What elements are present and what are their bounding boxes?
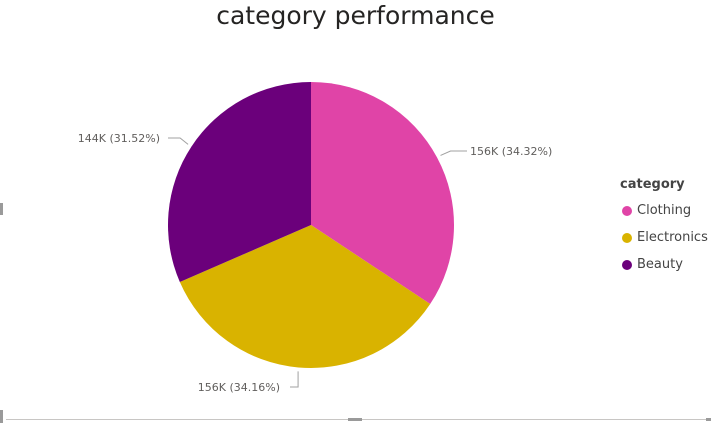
pie-slice-beauty[interactable] [168,82,311,282]
chart-title: category performance [216,1,495,30]
legend-swatch [622,259,632,270]
legend-swatch [622,232,632,243]
legend-label: Beauty [637,257,683,272]
legend-label: Electronics [637,230,708,245]
legend-item-clothing[interactable]: Clothing [620,197,708,224]
pie-slice-clothing[interactable] [311,82,454,305]
leader-line [168,137,189,145]
legend-item-electronics[interactable]: Electronics [620,224,708,251]
resize-handle-left[interactable] [0,203,3,215]
resize-handle-bottom-left[interactable] [0,410,3,423]
data-label-beauty: 144K (31.52%) [78,132,160,145]
leader-line [440,150,467,156]
data-label-clothing: 156K (34.32%) [470,145,552,158]
pie-slice-electronics[interactable] [179,225,431,368]
legend-label: Clothing [637,203,692,218]
data-label-electronics: 156K (34.16%) [198,381,280,394]
resize-handle-bottom-right[interactable] [706,418,711,421]
legend: category Clothing Electronics Beauty [620,177,708,278]
legend-swatch [622,205,632,216]
leader-line [290,371,299,388]
legend-item-beauty[interactable]: Beauty [620,251,708,278]
legend-title: category [620,177,685,192]
resize-handle-bottom[interactable] [348,418,362,421]
